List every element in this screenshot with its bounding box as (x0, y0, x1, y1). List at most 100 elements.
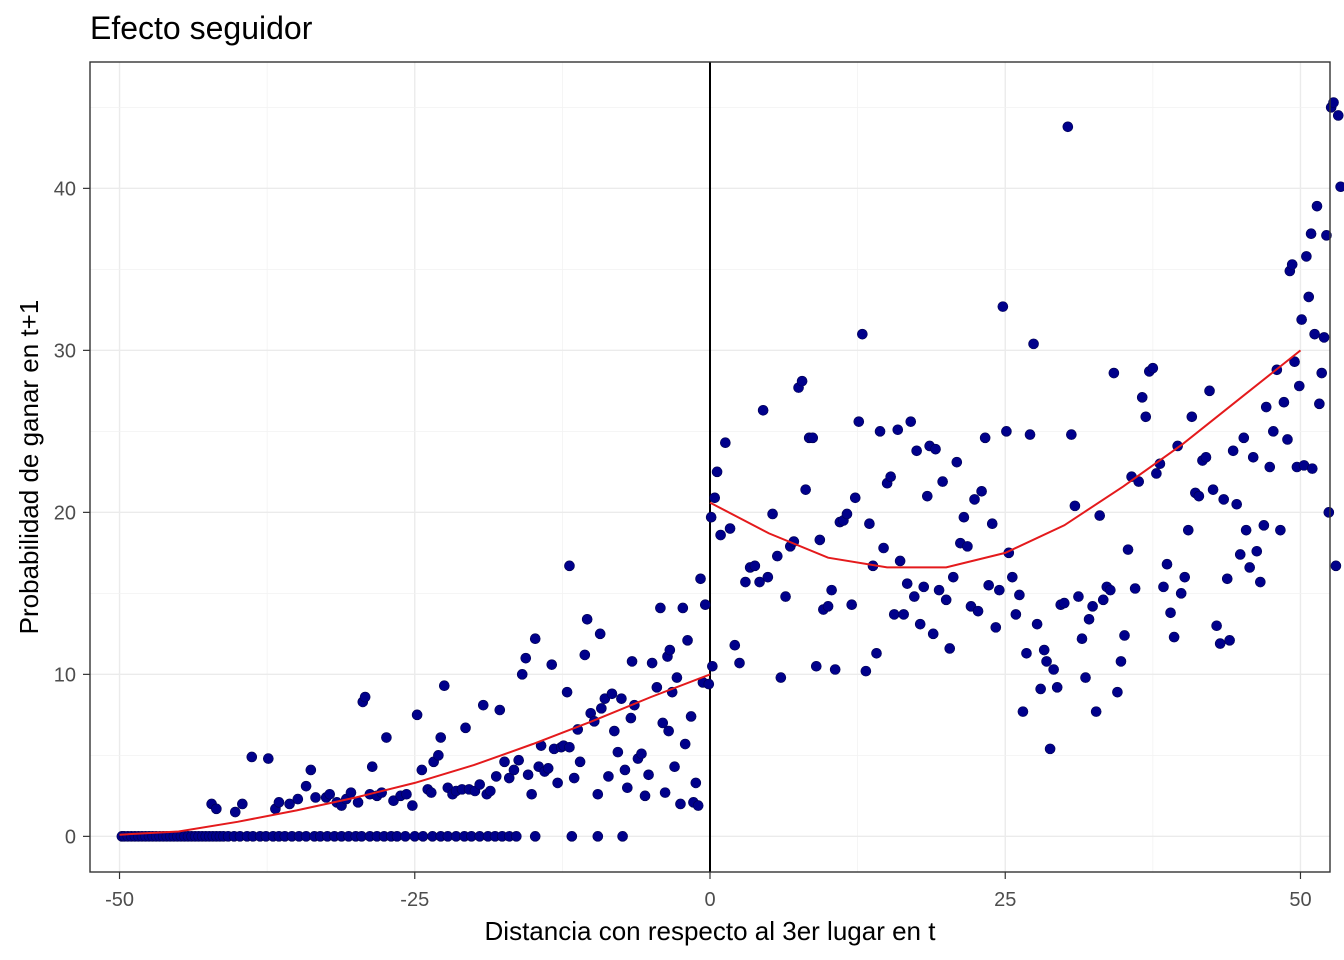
data-point (564, 741, 575, 753)
data-point (918, 581, 930, 593)
data-point (1119, 630, 1130, 641)
data-point (516, 669, 528, 680)
data-points (116, 97, 1344, 842)
data-point (617, 831, 628, 842)
data-point (366, 761, 378, 773)
data-point (411, 709, 423, 721)
fit-line-right (709, 349, 1302, 569)
data-point (417, 831, 429, 842)
data-point (1258, 520, 1270, 531)
data-point (1073, 591, 1084, 602)
data-point (734, 657, 745, 669)
data-point (579, 649, 591, 661)
data-point (1221, 573, 1233, 585)
data-point (911, 445, 922, 457)
data-point (1062, 121, 1074, 133)
data-point (707, 660, 718, 672)
data-point (1234, 549, 1246, 560)
data-point (596, 703, 607, 714)
data-point (1186, 411, 1198, 423)
data-point (1182, 524, 1194, 536)
data-point (1112, 686, 1123, 698)
data-point (892, 424, 904, 436)
data-point (1260, 401, 1272, 413)
data-point (529, 633, 541, 645)
data-point (1323, 507, 1335, 518)
data-point (1179, 571, 1191, 583)
data-point (749, 560, 761, 572)
data-point (729, 639, 741, 651)
data-point (246, 751, 258, 763)
y-tick-label: 20 (54, 502, 76, 524)
data-point (695, 573, 706, 585)
data-point (1224, 635, 1235, 646)
data-point (1289, 356, 1300, 368)
data-point (1282, 434, 1293, 445)
data-point (1255, 576, 1266, 588)
data-point (305, 764, 317, 776)
data-point (1211, 620, 1222, 632)
data-point (1051, 682, 1063, 693)
data-point (292, 793, 304, 805)
data-point (625, 712, 637, 724)
data-point (1021, 647, 1032, 659)
chart-title: Efecto seguidor (90, 10, 313, 46)
data-point (603, 771, 614, 782)
data-point (1105, 584, 1116, 596)
data-point (1041, 656, 1052, 667)
data-point (1328, 97, 1339, 108)
y-tick-label: 40 (54, 178, 76, 200)
data-point (552, 777, 563, 789)
data-point (606, 688, 618, 700)
x-tick-label: 50 (1289, 889, 1311, 911)
data-point (921, 490, 933, 502)
data-point (1048, 664, 1059, 675)
data-point (1031, 618, 1043, 630)
data-point (659, 787, 671, 798)
data-point (616, 693, 627, 704)
x-tick-label: -50 (105, 889, 134, 911)
data-point (651, 682, 663, 693)
data-point (1035, 683, 1046, 695)
data-point (1264, 461, 1276, 473)
data-point (499, 756, 510, 768)
data-point (1140, 411, 1152, 423)
data-point (1275, 524, 1286, 536)
data-point (300, 780, 312, 792)
data-point (1090, 706, 1102, 717)
data-point (1161, 558, 1173, 570)
data-point (853, 416, 865, 427)
data-point (636, 748, 647, 760)
data-point (609, 725, 620, 737)
data-point (800, 484, 811, 495)
data-point (663, 725, 674, 737)
data-point (1278, 396, 1290, 408)
data-point (857, 328, 868, 340)
data-point (657, 717, 669, 729)
data-point (646, 657, 658, 669)
data-point (1305, 228, 1317, 240)
data-point (1293, 380, 1305, 392)
data-point (841, 508, 853, 520)
data-point (1024, 429, 1036, 440)
data-point (566, 831, 578, 842)
x-axis-title: Distancia con respecto al 3er lugar en t (485, 916, 937, 946)
data-point (990, 622, 1002, 633)
data-point (780, 591, 791, 602)
data-point (1321, 230, 1332, 241)
data-point (796, 375, 808, 387)
data-point (273, 797, 285, 808)
data-point (914, 618, 926, 630)
data-point (940, 594, 952, 606)
data-point (1010, 609, 1022, 620)
data-point (1115, 656, 1127, 667)
data-point (685, 711, 697, 722)
data-point (930, 443, 941, 455)
data-point (1097, 594, 1109, 606)
data-point (1122, 544, 1134, 555)
data-point (1296, 314, 1307, 325)
data-point (679, 738, 691, 750)
data-point (709, 492, 721, 504)
data-point (1301, 251, 1312, 262)
data-point (1001, 426, 1012, 437)
